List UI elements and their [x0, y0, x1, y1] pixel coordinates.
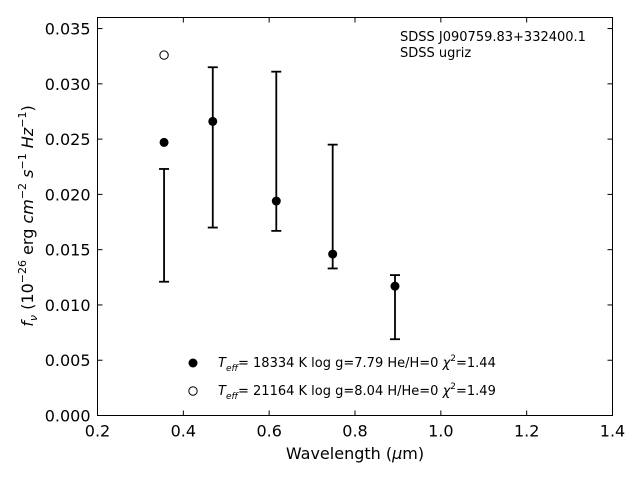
model-point-filled [208, 116, 218, 126]
legend-entry-1: Teff= 18334 K log g=7.79 He/H=0 χ2=1.44 [218, 354, 496, 374]
points-layer [159, 50, 400, 291]
model-point-open [159, 50, 169, 60]
model-point-filled [390, 281, 400, 291]
ticks-layer: 0.2 0.4 0.6 0.8 1.0 1.2 1.4 0.000 0.005 0.010 0.01… [45, 17, 625, 441]
y-tick-label: 0.020 [45, 185, 91, 204]
x-tick-label: 0.6 [256, 422, 281, 441]
error-bar [207, 66, 218, 229]
y-tick-label: 0.005 [45, 351, 91, 370]
x-tick-label: 0.2 [85, 422, 110, 441]
error-bar [271, 70, 282, 232]
y-tick-label: 0.035 [45, 20, 91, 39]
x-tick-label: 0.8 [342, 422, 367, 441]
annotation-filters: SDSS ugriz [400, 46, 471, 61]
model-point-filled [159, 137, 169, 147]
y-tick-label: 0.015 [45, 241, 91, 260]
x-tick-label: 1.0 [428, 422, 453, 441]
y-tick-label: 0.000 [45, 407, 91, 426]
y-tick-label: 0.030 [45, 75, 91, 94]
legend-entry-2: Teff= 21164 K log g=8.04 H/He=0 χ2=1.49 [218, 382, 496, 402]
x-axis-label: Wavelength (μm) [286, 444, 424, 463]
y-tick-label: 0.025 [45, 130, 91, 149]
legend-marker-filled [188, 358, 198, 368]
legend-marker-open [188, 386, 198, 396]
annotation-object: SDSS J090759.83+332400.1 [400, 30, 586, 45]
legend: Teff= 18334 K log g=7.79 He/H=0 χ2=1.44 … [188, 354, 496, 402]
model-point-filled [328, 249, 338, 259]
error-bar [327, 143, 338, 270]
x-tick-label: 1.2 [514, 422, 539, 441]
x-tick-label: 1.4 [600, 422, 625, 441]
y-tick-label: 0.010 [45, 296, 91, 315]
error-bar [159, 168, 170, 283]
y-axis-label: fν (10−26 erg cm−2 s−1 Hz−1) [16, 105, 40, 326]
x-tick-label: 0.4 [171, 422, 196, 441]
plot-frame [97, 17, 613, 416]
model-point-filled [271, 196, 281, 206]
